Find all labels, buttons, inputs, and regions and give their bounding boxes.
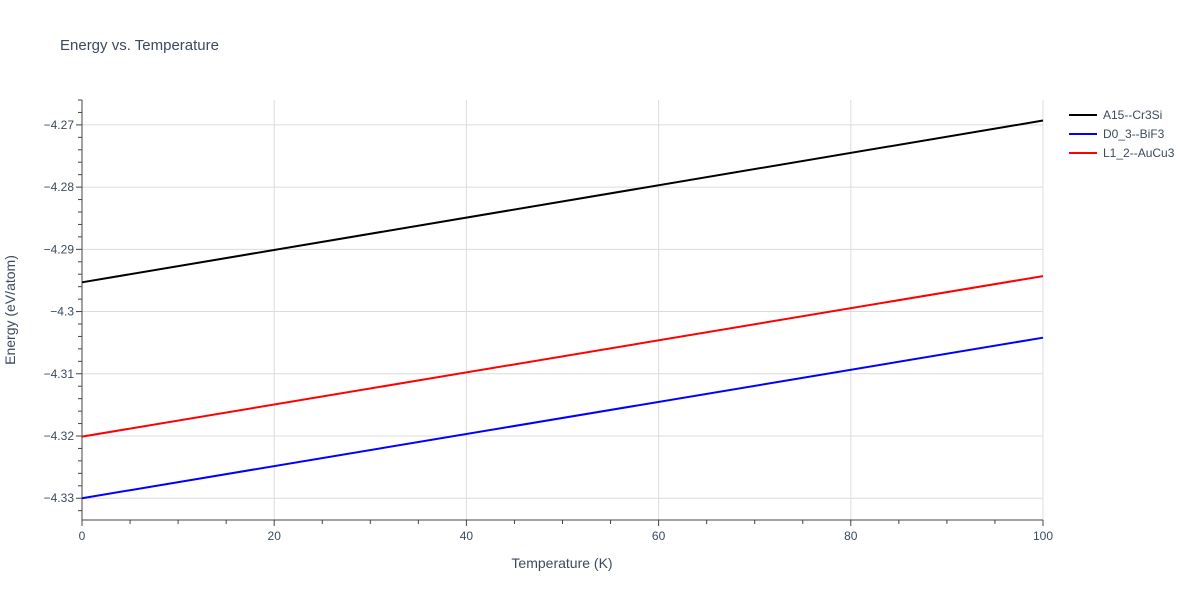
y-tick-label: −4.33 [44,491,75,505]
x-tick-label: 20 [268,529,282,543]
y-tick-label: −4.3 [50,305,74,319]
series-line[interactable] [81,275,1044,438]
legend-item[interactable]: D0_3--BiF3 [1069,127,1165,141]
tick-labels: 0 20 40 60 80 100 −4.27 −4.28 −4.29 −4.3 −4.31 −4.3… [44,118,1054,543]
y-axis-title: Energy (eV/atom) [2,255,18,365]
legend-label: L1_2--AuCu3 [1103,146,1175,160]
legend-item[interactable]: L1_2--AuCu3 [1069,146,1175,160]
series-line[interactable] [81,119,1044,284]
x-tick-label: 100 [1033,529,1053,543]
x-tick-label: 0 [79,529,86,543]
y-tick-label: −4.31 [44,367,75,381]
x-tick-label: 40 [460,529,474,543]
legend-item[interactable]: A15--Cr3Si [1069,108,1162,122]
y-tick-label: −4.28 [44,180,75,194]
grid-lines [82,100,1044,520]
series-line[interactable] [81,336,1044,500]
axes [76,99,1044,526]
legend-label: A15--Cr3Si [1103,108,1162,122]
y-tick-label: −4.27 [44,118,75,132]
legend-label: D0_3--BiF3 [1103,127,1165,141]
chart-title: Energy vs. Temperature [60,37,219,54]
x-axis-title: Temperature (K) [511,555,612,571]
y-tick-label: −4.32 [44,429,75,443]
x-tick-label: 80 [844,529,858,543]
legend[interactable]: A15--Cr3Si D0_3--BiF3 L1_2--AuCu3 [1069,108,1175,160]
y-tick-label: −4.29 [44,242,75,256]
x-tick-label: 60 [652,529,666,543]
plot-area[interactable] [81,119,1044,500]
